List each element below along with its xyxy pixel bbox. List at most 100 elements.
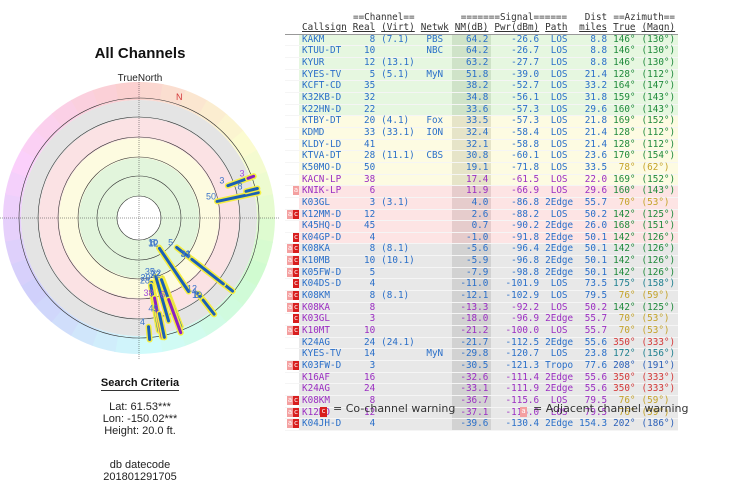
distance-miles-cell: 50.1	[576, 267, 611, 280]
rim-segment	[213, 293, 244, 324]
rim-segment	[137, 334, 163, 354]
dist-group-header: Dist	[584, 12, 608, 23]
table-row[interactable]: a c K08KA 8 -13.3 -92.2 LOS 50.2 142° (125°)	[285, 302, 679, 315]
real-channel-cell: 8	[349, 34, 379, 47]
col-header-true[interactable]: True	[610, 22, 639, 35]
distance-miles-cell: 73.5	[576, 279, 611, 292]
legend-co-channel-label: = Co-channel warning	[333, 402, 456, 415]
callsign-cell: K12MM-D	[299, 209, 350, 222]
azimuth-magnetic-cell: (125°)	[638, 302, 679, 315]
real-channel-cell: 8	[349, 302, 379, 315]
power-dbm-cell: -90.2	[491, 220, 543, 233]
table-row[interactable]: KTBY-DT 20 (4.1) Fox 33.5 -57.3 LOS 21.8 169° (15…	[285, 116, 679, 128]
table-row[interactable]: KAKM 8 (7.1) PBS 64.2 -26.6 LOS 8.8 146° (130°)	[285, 34, 679, 47]
nm-db-cell: 2.6	[451, 209, 492, 222]
azimuth-true-cell: 128°	[610, 127, 639, 140]
azimuth-magnetic-cell: (130°)	[638, 46, 679, 58]
rim-segment	[178, 320, 207, 347]
table-row[interactable]: a c K10MB 10 (10.1) -5.9 -96.8 2Edge 50.1 142° (12…	[285, 255, 679, 268]
path-cell: LOS	[542, 290, 577, 303]
table-row[interactable]: KYES-TV 14 MyN -29.8 -120.7 LOS 23.8 172° (156°)	[285, 349, 679, 362]
virtual-channel-cell	[378, 313, 418, 327]
table-row[interactable]: KTVA-DT 28 (11.1) CBS 30.8 -60.1 LOS 23.6 170° (1…	[285, 151, 679, 163]
real-channel-cell: 14	[349, 349, 379, 362]
table-row[interactable]: a c K04JH-D 4 -39.6 -130.4 2Edge 154.3 202° (186°…	[285, 419, 679, 431]
path-cell: LOS	[542, 46, 577, 58]
power-dbm-cell: -61.5	[491, 174, 543, 187]
nm-db-cell: -21.2	[451, 325, 492, 338]
table-row[interactable]: KDMD 33 (33.1) ION 32.4 -58.4 LOS 21.4 128° (112°…	[285, 127, 679, 140]
table-row[interactable]: a c K12MM-D 12 2.6 -88.2 LOS 50.2 142° (125°)	[285, 209, 679, 222]
network-cell: MyN	[417, 349, 452, 362]
rim-segment	[255, 194, 275, 220]
path-cell: 2Edge	[542, 419, 577, 431]
col-header-magn[interactable]: (Magn)	[638, 22, 679, 35]
virtual-channel-cell	[378, 302, 418, 315]
nm-db-cell: 33.5	[451, 116, 492, 128]
nm-db-cell: -11.0	[451, 279, 492, 292]
nm-db-cell: 63.2	[451, 57, 492, 70]
station-bar	[215, 191, 260, 203]
table-row[interactable]: KYUR 12 (13.1) 63.2 -27.7 LOS 8.8 146° (130°)	[285, 57, 679, 70]
col-header-pwr[interactable]: Pwr(dBm)	[491, 22, 543, 35]
azimuth-magnetic-cell: (53°)	[638, 314, 679, 327]
real-channel-cell: 12	[349, 407, 379, 420]
col-header-nm[interactable]: NM(dB)	[451, 22, 492, 35]
path-cell: LOS	[542, 57, 577, 70]
callsign-cell: K03GL	[299, 197, 350, 210]
table-row[interactable]: KACN-LP 38 17.4 -61.5 LOS 22.0 169° (152°)	[285, 174, 679, 187]
nm-db-cell: 38.2	[451, 81, 492, 93]
col-header-real[interactable]: Real	[349, 22, 379, 35]
table-row[interactable]: a c K05FW-D 5 -7.9 -98.8 2Edge 50.1 142° (126°)	[285, 267, 679, 280]
table-row[interactable]: a c K03FW-D 3 -30.5 -121.3 Tropo 77.6 208° (191°)	[285, 360, 679, 373]
table-row[interactable]: K45HQ-D 45 0.7 -90.2 2Edge 26.0 168° (151°)	[285, 220, 679, 233]
virtual-channel-cell: (3.1)	[378, 197, 418, 210]
callsign-cell: KNIK-LP	[299, 186, 350, 198]
adjacent-channel-warning-icon: a	[287, 291, 293, 301]
table-row[interactable]: a c K08KM 8 (8.1) -12.1 -102.9 LOS 79.5 76° (59°)	[285, 290, 679, 303]
station-label: 4	[140, 317, 145, 327]
table-row[interactable]: a c K08KM 8 -36.7 -115.6 LOS 79.5 76° (59°)	[285, 395, 679, 408]
table-row[interactable]: c K04DS-D 4 -11.0 -101.9 LOS 73.5 175° (158°)	[285, 279, 679, 292]
col-header-virt[interactable]: (Virt)	[378, 22, 418, 35]
table-row[interactable]: a KNIK-LP 6 11.9 -66.9 LOS 29.6 160° (143°)	[285, 186, 679, 198]
table-row[interactable]: K50MO-D 50 19.1 -71.8 LOS 33.5 78° (62°)	[285, 162, 679, 175]
table-row[interactable]: KTUU-DT 10 NBC 64.2 -26.7 LOS 8.8 146° (130°)	[285, 46, 679, 58]
real-channel-cell: 33	[349, 127, 379, 140]
azimuth-true-cell: 350°	[610, 337, 639, 350]
power-dbm-cell: -100.0	[491, 325, 543, 338]
rim-segment	[196, 308, 227, 337]
station-bar	[154, 275, 171, 323]
callsign-cell: K50MO-D	[299, 162, 350, 175]
col-header-callsign[interactable]: Callsign	[299, 22, 350, 35]
table-row[interactable]: KYES-TV 5 (5.1) MyN 51.8 -39.0 LOS 21.4 128° (112…	[285, 69, 679, 82]
col-header-netwk[interactable]: Netwk	[417, 22, 452, 35]
table-row[interactable]: c K04GP-D 4 -1.0 -91.8 2Edge 50.1 142° (126°)	[285, 232, 679, 245]
table-row[interactable]: K03GL 3 (3.1) 4.0 -86.8 2Edge 55.7 70° (53°)	[285, 197, 679, 210]
table-row[interactable]: K24AG 24 (24.1) -21.7 -112.5 2Edge 55.6 350° (33…	[285, 337, 679, 350]
power-dbm-cell: -86.8	[491, 197, 543, 210]
rim-segment	[5, 170, 29, 198]
col-header-miles[interactable]: miles	[576, 22, 611, 35]
table-row[interactable]: K22HN-D 22 33.6 -57.3 LOS 29.6 160° (143°)	[285, 104, 679, 117]
table-row[interactable]: a c K08KA 8 (8.1) -5.6 -96.4 2Edge 50.1 142° (126°…	[285, 244, 679, 257]
table-row[interactable]: K32KB-D 32 34.8 -56.1 LOS 31.8 159° (143°)	[285, 92, 679, 105]
table-row[interactable]: K24AG 24 -33.1 -111.9 2Edge 55.6 350° (333°)	[285, 384, 679, 396]
callsign-cell: KACN-LP	[299, 174, 350, 187]
table-row[interactable]: K16AF 16 -32.6 -111.4 2Edge 55.6 350° (333°)	[285, 372, 679, 385]
callsign-cell: KTBY-DT	[299, 116, 350, 128]
table-row[interactable]: KLDY-LD 41 32.1 -58.8 LOS 21.4 128° (112°)	[285, 139, 679, 152]
distance-miles-cell: 21.4	[576, 139, 611, 152]
distance-miles-cell: 55.6	[576, 337, 611, 350]
nm-db-cell: 64.2	[451, 34, 492, 47]
callsign-cell: K08KA	[299, 302, 350, 315]
table-row[interactable]: a c K10MT 10 -21.2 -100.0 LOS 55.7 70° (53°)	[285, 325, 679, 338]
station-label: 10	[148, 238, 158, 248]
table-row[interactable]: c K03GL 3 -18.0 -96.9 2Edge 55.7 70° (53°)	[285, 313, 679, 327]
col-header-path[interactable]: Path	[542, 22, 577, 35]
azimuth-true-cell: 146°	[610, 34, 639, 47]
path-cell: 2Edge	[542, 384, 577, 396]
table-row[interactable]: KCFT-CD 35 38.2 -52.7 LOS 33.2 164° (147°)	[285, 81, 679, 93]
path-cell: 2Edge	[542, 372, 577, 385]
